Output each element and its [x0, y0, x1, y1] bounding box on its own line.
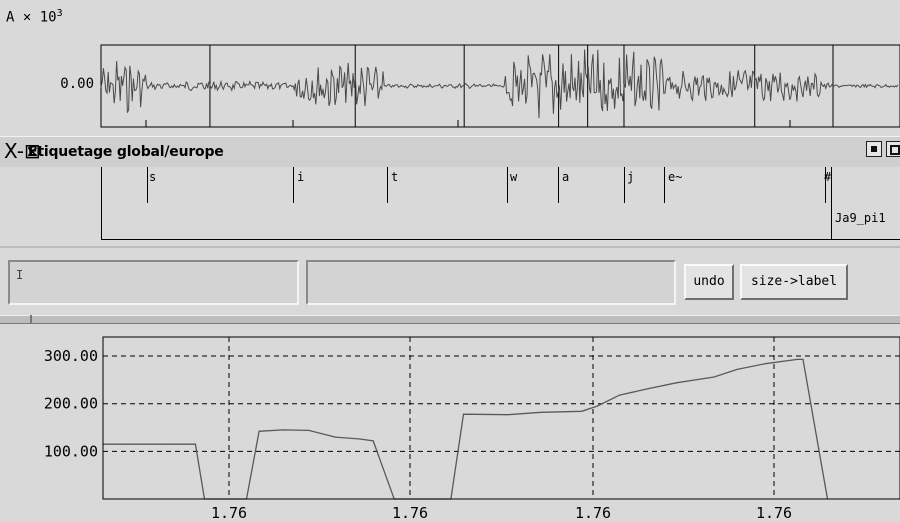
pitch-point-15	[507, 414, 509, 416]
segment-label-i[interactable]: i	[297, 170, 305, 184]
segment-label-j[interactable]: j	[627, 170, 635, 184]
waveform-canvas[interactable]	[0, 0, 900, 130]
segment-label-e-tilde[interactable]: e~	[668, 170, 683, 184]
undo-button[interactable]: undo	[684, 264, 734, 300]
control-row: I undo size->label	[0, 246, 900, 316]
maximize-button[interactable]	[886, 141, 900, 157]
tier-window-titlebar[interactable]: X-⊠ Etiquetage global/europe	[0, 136, 900, 168]
label-tier-box[interactable]: s i t w a j e~ # Ja9_pi1	[101, 167, 900, 240]
waveform-panel[interactable]: A × 103 0.00	[0, 0, 900, 130]
segment-label-hash[interactable]: #	[824, 170, 832, 184]
pitch-panel[interactable]: 100.00 200.00 300.00 1.76 1.76 1.76 1.76	[0, 324, 900, 522]
chart-y-ticks: 100.00 200.00 300.00	[44, 347, 98, 460]
segment-label-t[interactable]: t	[391, 170, 399, 184]
pane-separator-grip[interactable]	[30, 315, 32, 323]
pitch-point-20	[648, 387, 650, 390]
pitch-point-19	[619, 394, 621, 396]
pitch-point-26	[802, 358, 804, 360]
pitch-chart[interactable]: 100.00 200.00 300.00 1.76 1.76 1.76 1.76	[0, 324, 900, 522]
text-cursor-icon: I	[16, 268, 24, 282]
size-to-label-button[interactable]: size->label	[740, 264, 848, 300]
iconify-button[interactable]	[866, 141, 882, 157]
pane-separator[interactable]	[0, 315, 900, 324]
x-tick-label: 1.76	[756, 504, 792, 522]
pitch-point-7	[282, 429, 284, 431]
pitch-point-18	[596, 405, 598, 407]
waveform-trace	[100, 49, 899, 119]
pitch-point-11	[372, 440, 374, 442]
window-title: Etiquetage global/europe	[28, 144, 224, 160]
segment-boundary[interactable]	[664, 167, 665, 203]
pitch-point-17	[581, 410, 583, 412]
pitch-point-9	[334, 436, 336, 438]
label-entry-field[interactable]: I	[8, 260, 299, 305]
chart-grid	[103, 337, 900, 499]
pitch-point-1	[126, 443, 128, 445]
pitch-point-10	[359, 438, 361, 440]
y-tick-label: 300.00	[44, 347, 98, 365]
segment-boundary[interactable]	[293, 167, 294, 203]
pitch-point-14	[462, 413, 465, 415]
y-tick-label: 100.00	[44, 442, 98, 460]
pitch-series-line	[103, 358, 829, 500]
chart-frame	[102, 336, 900, 500]
segment-label-s[interactable]: s	[149, 170, 157, 184]
y-tick-label: 200.00	[44, 395, 98, 413]
comment-entry-field[interactable]	[306, 260, 676, 305]
pitch-point-21	[676, 382, 678, 384]
x-tick-label: 1.76	[575, 504, 611, 522]
segment-boundary[interactable]	[825, 167, 826, 203]
segment-boundary[interactable]	[624, 167, 625, 203]
x-tick-label: 1.76	[392, 504, 428, 522]
pitch-point-16	[540, 411, 542, 413]
pitch-point-22	[713, 376, 715, 378]
pitch-point-25	[796, 358, 799, 360]
segment-boundary[interactable]	[387, 167, 388, 203]
pitch-point-8	[308, 429, 310, 431]
waveform-ticks	[145, 120, 791, 127]
amplitude-unit-label: A × 103	[6, 8, 63, 26]
file-label: Ja9_pi1	[835, 211, 886, 225]
pitch-point-24	[764, 363, 766, 365]
label-tier-panel[interactable]: s i t w a j e~ # Ja9_pi1	[0, 167, 900, 243]
segment-boundary[interactable]	[558, 167, 559, 203]
pitch-series-points	[102, 358, 829, 500]
pitch-point-6	[258, 430, 260, 432]
segment-label-w[interactable]: w	[510, 170, 518, 184]
pitch-point-3	[194, 443, 196, 445]
waveform-zero-label: 0.00	[60, 76, 94, 92]
window-menu-icon[interactable]: X-⊠	[4, 139, 41, 163]
chart-x-ticks: 1.76 1.76 1.76 1.76	[211, 504, 792, 522]
pitch-point-23	[736, 368, 738, 370]
pitch-point-2	[164, 443, 166, 445]
segment-label-a[interactable]: a	[562, 170, 570, 184]
file-boundary	[831, 167, 832, 239]
segment-boundary[interactable]	[147, 167, 148, 203]
x-tick-label: 1.76	[211, 504, 247, 522]
segment-boundary[interactable]	[507, 167, 508, 203]
